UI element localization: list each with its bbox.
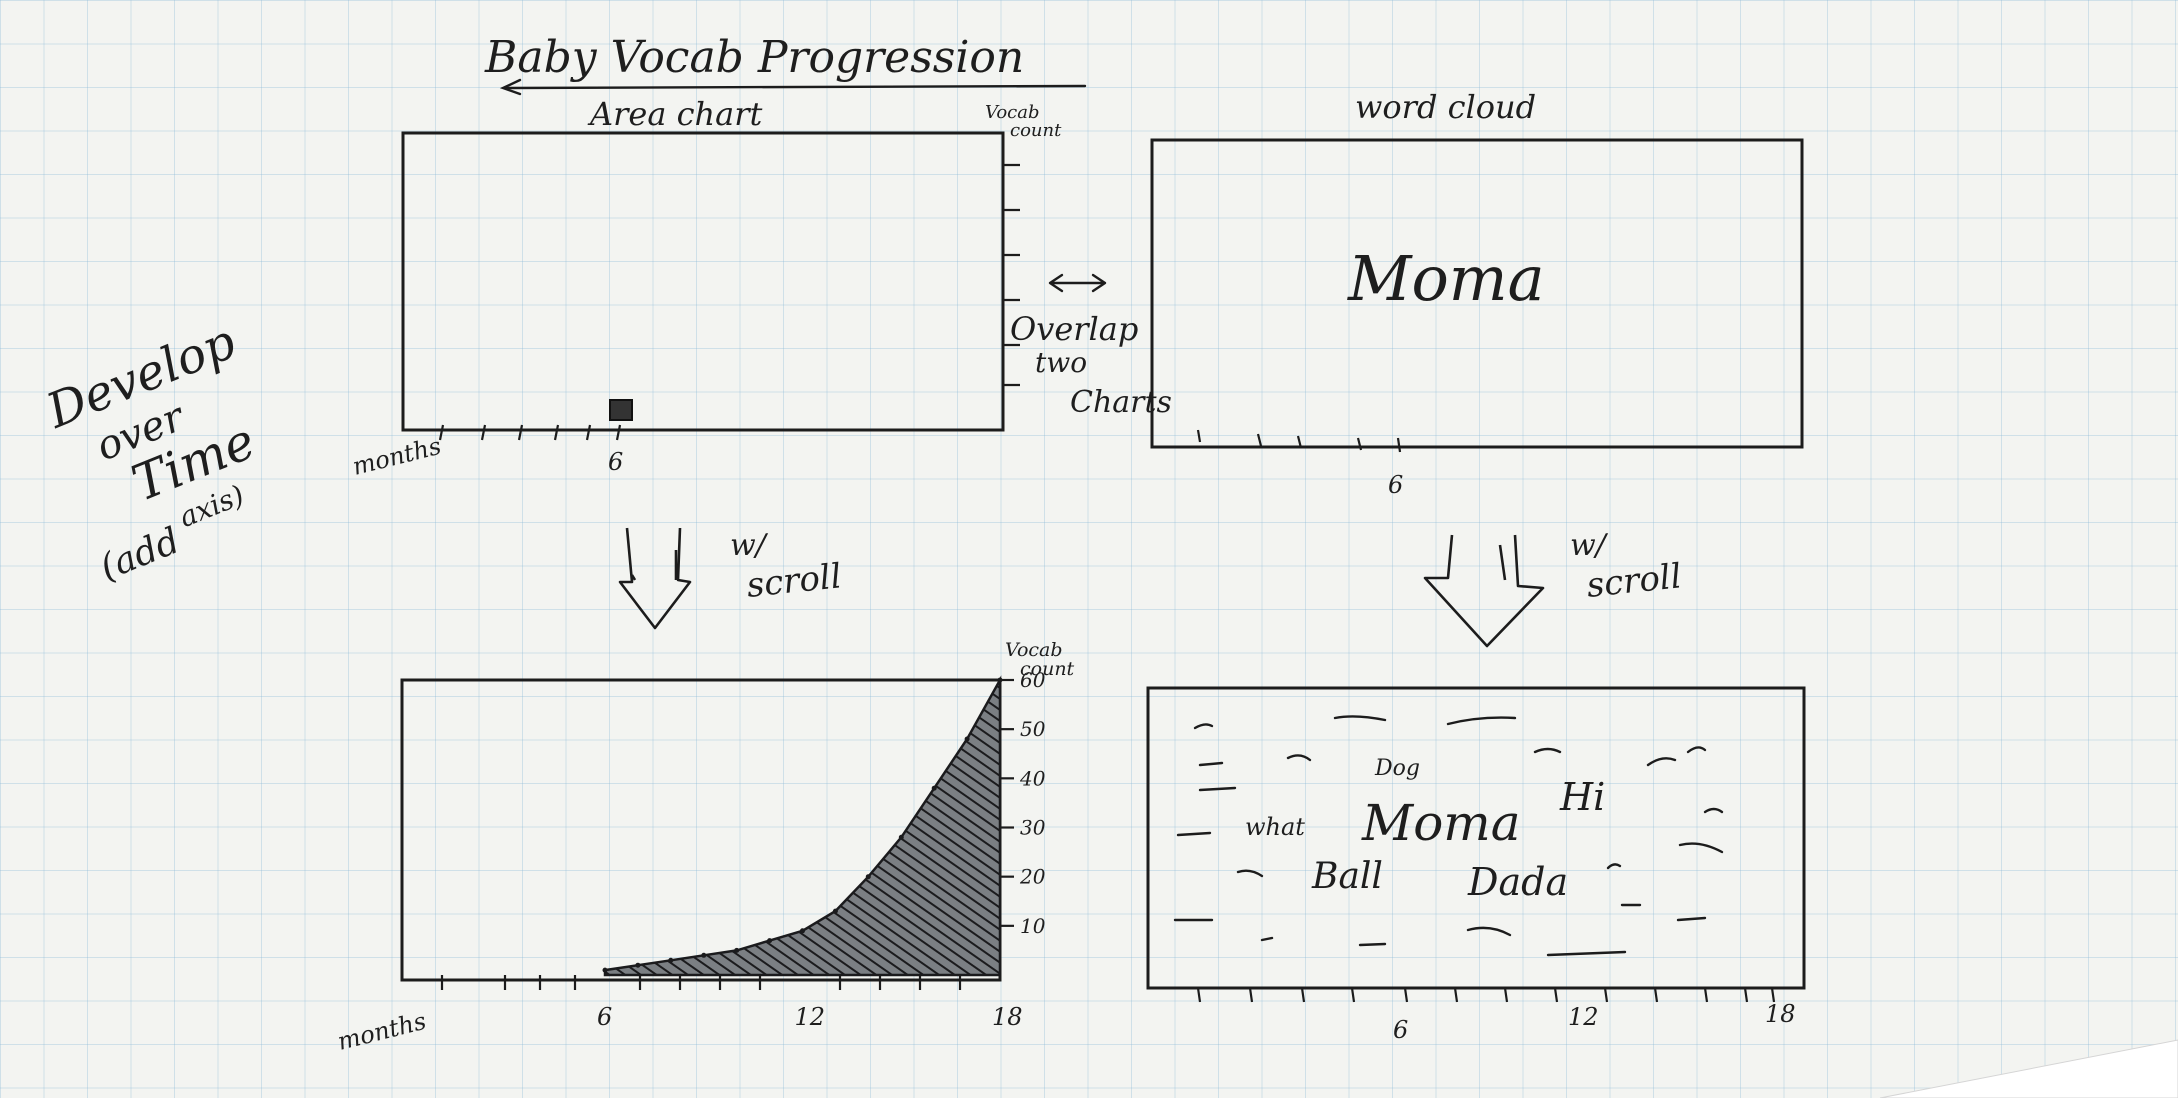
side-note: Develop over Time (add axis) (38, 314, 263, 589)
page-title: Baby Vocab Progression (484, 32, 1024, 83)
x-axis-tick-label: 18 (992, 1003, 1023, 1031)
down-arrow-left-icon (618, 527, 692, 630)
word-cloud-bottom-frame (1146, 686, 1806, 990)
side-note-line4: (add (94, 520, 185, 589)
vocab-point (602, 967, 608, 973)
vocab-point (964, 736, 970, 742)
overlap-note-line2: two (1035, 346, 1087, 379)
overlap-note-line3: Charts (1070, 385, 1172, 420)
y-axis-tick-label: 30 (1020, 816, 1046, 840)
word-cloud-top-x-tick-6: 6 (1388, 471, 1403, 499)
word-cloud-bottom-x-tick-12: 12 (1568, 1003, 1599, 1031)
word-cloud-heading: word cloud (1355, 88, 1536, 126)
area-chart-top-y-label-2: count (1010, 120, 1062, 141)
word-cloud-word-dog: Dog (1374, 756, 1420, 781)
vocab-point (898, 834, 904, 840)
word-cloud-word-what: what (1245, 813, 1305, 841)
word-cloud-bottom-x-tick-18: 18 (1765, 1000, 1796, 1028)
paper-fold (1879, 1039, 2178, 1098)
vocab-point (767, 938, 773, 944)
vocab-point (635, 962, 641, 968)
vocab-point (865, 874, 871, 880)
scroll-label-left-1: w/ (730, 528, 769, 563)
title-underline-arrowhead (499, 78, 522, 96)
scroll-label-left-2: scroll (745, 556, 844, 606)
vocab-area (603, 675, 1002, 977)
word-cloud-top-frame (1150, 138, 1804, 449)
area-chart-bottom-x-ticks (440, 975, 962, 990)
area-chart-top-x-ticks (438, 424, 622, 441)
vocab-point (800, 928, 805, 934)
area-chart-top-y-label-1: Vocab (985, 102, 1040, 123)
y-axis-tick-label: 40 (1019, 766, 1046, 790)
vocab-point (832, 908, 838, 914)
down-arrow-right-icon (1423, 534, 1545, 648)
word-cloud-word-hi: Hi (1559, 775, 1605, 819)
area-chart-top-x-tick-6: 6 (608, 448, 623, 476)
y-axis-tick-label: 20 (1019, 865, 1046, 889)
word-cloud-top-x-ticks (1196, 429, 1402, 453)
title-underline (503, 84, 1087, 90)
vocab-point (931, 785, 937, 791)
vocab-point (734, 947, 740, 953)
vocab-point (701, 952, 707, 958)
y-axis-tick-label: 50 (1020, 717, 1046, 741)
area-chart-plot (602, 675, 1003, 977)
double-arrow-icon (1048, 273, 1107, 293)
word-cloud-top-word: Moma (1347, 242, 1545, 315)
area-chart-top-frame (401, 131, 1005, 432)
scroll-label-right-2: scroll (1585, 556, 1684, 606)
area-chart-top-x-label: months (350, 432, 444, 481)
word-cloud-bottom-squiggles (1173, 715, 1724, 957)
area-chart-bottom-y-label-1: Vocab (1005, 639, 1063, 661)
area-chart-top-y-ticks (1003, 163, 1020, 387)
area-chart-bottom-axis-labels: 60 50 40 30 20 10 6 12 18 (597, 668, 1046, 1031)
y-axis-tick-label: 60 (1020, 668, 1046, 692)
area-chart-top-first-point (609, 399, 633, 421)
overlap-note-line1: Overlap (1010, 310, 1138, 348)
vocab-point (668, 957, 674, 963)
area-chart-bottom-y-label-2: count (1020, 658, 1075, 680)
scroll-label-right-1: w/ (1570, 528, 1609, 563)
word-cloud-bottom-x-tick-6: 6 (1393, 1016, 1408, 1044)
x-axis-tick-label: 6 (597, 1003, 612, 1031)
word-cloud-bottom-x-ticks (1196, 987, 1776, 1003)
area-chart-heading: Area chart (587, 95, 763, 133)
word-cloud-word-ball: Ball (1311, 856, 1383, 897)
word-cloud-word-moma: Moma (1361, 794, 1521, 852)
x-axis-tick-label: 12 (795, 1003, 826, 1031)
word-cloud-word-dada: Dada (1467, 860, 1568, 904)
y-axis-tick-label: 10 (1020, 914, 1046, 938)
area-chart-bottom-x-label: months (335, 1007, 429, 1056)
